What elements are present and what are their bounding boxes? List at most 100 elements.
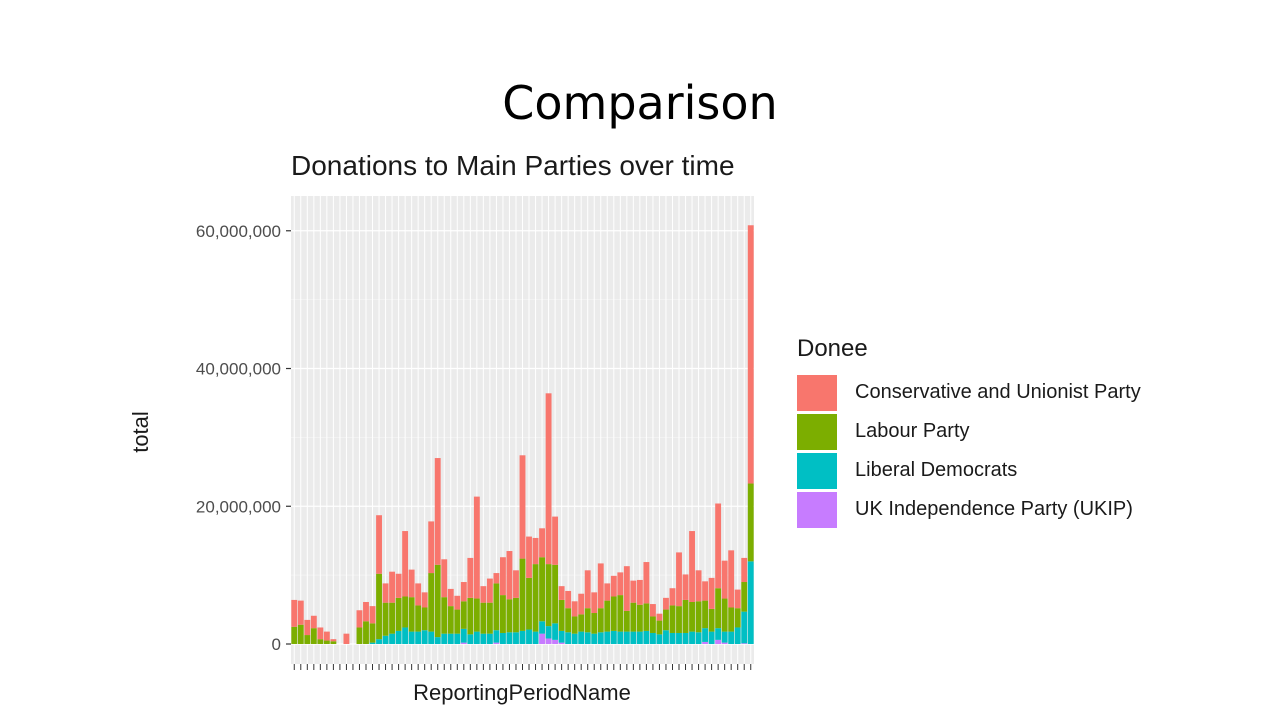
bar-segment [447, 633, 454, 644]
bar-segment [434, 458, 441, 565]
bar-segment [323, 631, 330, 641]
legend-label: UK Independence Party (UKIP) [855, 498, 1133, 520]
bar-segment [402, 627, 409, 644]
bar-segment [747, 225, 754, 484]
bar-segment [695, 570, 702, 602]
bar-segment [291, 626, 298, 644]
bar-segment [617, 572, 624, 596]
bar-segment [526, 577, 532, 630]
bar-segment [356, 610, 363, 628]
bar-segment [343, 633, 350, 644]
bar-segment [578, 631, 585, 644]
y-tick-label: 20,000,000 [196, 497, 281, 516]
bar-segment [584, 570, 591, 609]
bar-segment [571, 601, 578, 617]
bar-segment [519, 630, 526, 644]
bar-segment [545, 564, 552, 627]
bar-segment [695, 632, 702, 644]
bar-segment [460, 628, 467, 643]
bar-segment [610, 630, 617, 644]
bar-segment [376, 639, 382, 644]
bar-segment [741, 611, 748, 644]
bar-segment [591, 613, 598, 634]
bar-segment [473, 496, 480, 599]
bar-segment [734, 589, 741, 609]
bar-segment [415, 631, 422, 644]
bar-segment [395, 597, 402, 631]
bar-segment [708, 631, 715, 644]
bar-segment [447, 588, 454, 607]
y-tick-label: 40,000,000 [196, 360, 281, 379]
bar-segment [558, 630, 565, 643]
bar-segment [493, 573, 500, 584]
bar-segment [545, 638, 552, 644]
bar-segment [643, 630, 650, 644]
bar-segment [454, 633, 461, 644]
bar-segment [636, 631, 643, 644]
bar-segment [695, 601, 702, 633]
bar-segment [656, 620, 663, 635]
bar-segment [643, 562, 650, 604]
bar-segment [597, 632, 604, 644]
bar-segment [526, 629, 532, 644]
bar-segment [330, 639, 337, 642]
bar-segment [734, 608, 741, 628]
bar-segment [721, 560, 728, 599]
bar-segment [702, 641, 709, 644]
legend-key-libdem [797, 452, 837, 489]
bar-segment [500, 557, 506, 596]
bar-segment [597, 563, 604, 609]
bar-segment [402, 531, 409, 597]
bar-segment [441, 633, 448, 644]
bar-segment [382, 583, 389, 603]
bar-segment [656, 613, 663, 621]
bar-segment [304, 635, 311, 644]
bar-segment [741, 643, 748, 644]
bar-segment [545, 393, 552, 565]
bar-segment [747, 561, 754, 644]
bar-segment [454, 595, 461, 610]
slide-title: Comparison [502, 76, 778, 130]
bar-segment [623, 610, 630, 632]
plot-area: 0 20,000,000 40,000,000 60,000,000 [196, 196, 754, 670]
legend-title: Donee [797, 335, 868, 362]
bar-segment [454, 609, 461, 634]
bar-segment [500, 595, 506, 633]
bar-segment [519, 455, 526, 559]
bar-segment [473, 598, 480, 632]
bar-segment [539, 633, 545, 644]
bar-segment [389, 602, 396, 634]
bar-segment [630, 580, 637, 603]
bar-segment [597, 608, 604, 633]
bar-segment [539, 528, 545, 558]
bar-segment [584, 632, 591, 644]
bar-segment [565, 632, 572, 644]
bar-segment [428, 573, 435, 632]
bar-segment [486, 602, 493, 634]
bar-segment [715, 503, 722, 589]
bar-segment [656, 634, 663, 644]
bar-segment [578, 614, 585, 632]
bar-segment [558, 586, 565, 600]
bar-segment [467, 634, 474, 644]
bar-segment [415, 605, 422, 632]
bar-segment [617, 595, 624, 632]
bar-segment [480, 633, 487, 644]
legend-key-conservative [797, 374, 837, 411]
chart-title: Donations to Main Parties over time [291, 150, 735, 181]
bar-segment [382, 635, 389, 644]
bar-segment [571, 616, 578, 634]
bar-segment [708, 577, 715, 609]
bar-segment [467, 597, 474, 635]
bar-segment [506, 632, 513, 644]
legend-label: Liberal Democrats [855, 459, 1018, 481]
bar-segment [636, 579, 643, 605]
bar-segment [473, 631, 480, 644]
legend-item-conservative: Conservative and Unionist Party [797, 373, 1141, 412]
bar-segment [513, 570, 519, 598]
bar-segment [721, 631, 728, 643]
bar-segment [369, 642, 376, 644]
bar-segment [702, 581, 709, 601]
bar-segment [402, 596, 409, 628]
